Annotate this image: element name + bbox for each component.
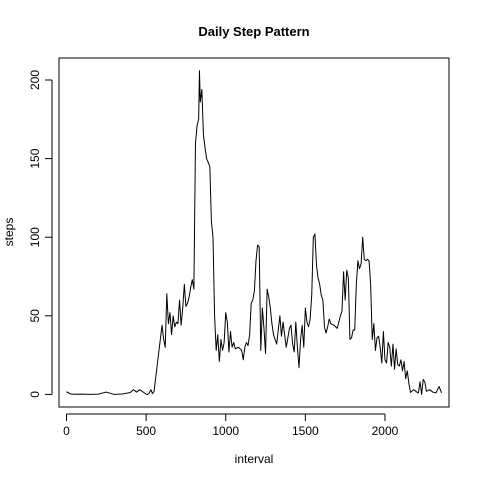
y-tick-label: 100	[28, 227, 42, 247]
series-line-steps	[66, 70, 442, 395]
plot-frame	[58, 57, 450, 408]
y-tick-label: 0	[28, 391, 42, 398]
y-axis: 0 50 100 150 200	[28, 70, 53, 398]
y-tick-label: 150	[28, 148, 42, 168]
x-tick-label: 1500	[292, 424, 319, 438]
chart-title: Daily Step Pattern	[198, 24, 309, 39]
y-tick-label: 50	[28, 309, 42, 323]
x-tick-label: 500	[136, 424, 156, 438]
x-axis-label: interval	[235, 452, 274, 466]
x-axis: 0 500 1000 1500 2000	[63, 413, 399, 438]
y-tick-label: 200	[28, 70, 42, 90]
y-axis-label: steps	[2, 218, 16, 247]
x-tick-label: 0	[63, 424, 70, 438]
x-tick-label: 2000	[372, 424, 399, 438]
x-tick-label: 1000	[212, 424, 239, 438]
